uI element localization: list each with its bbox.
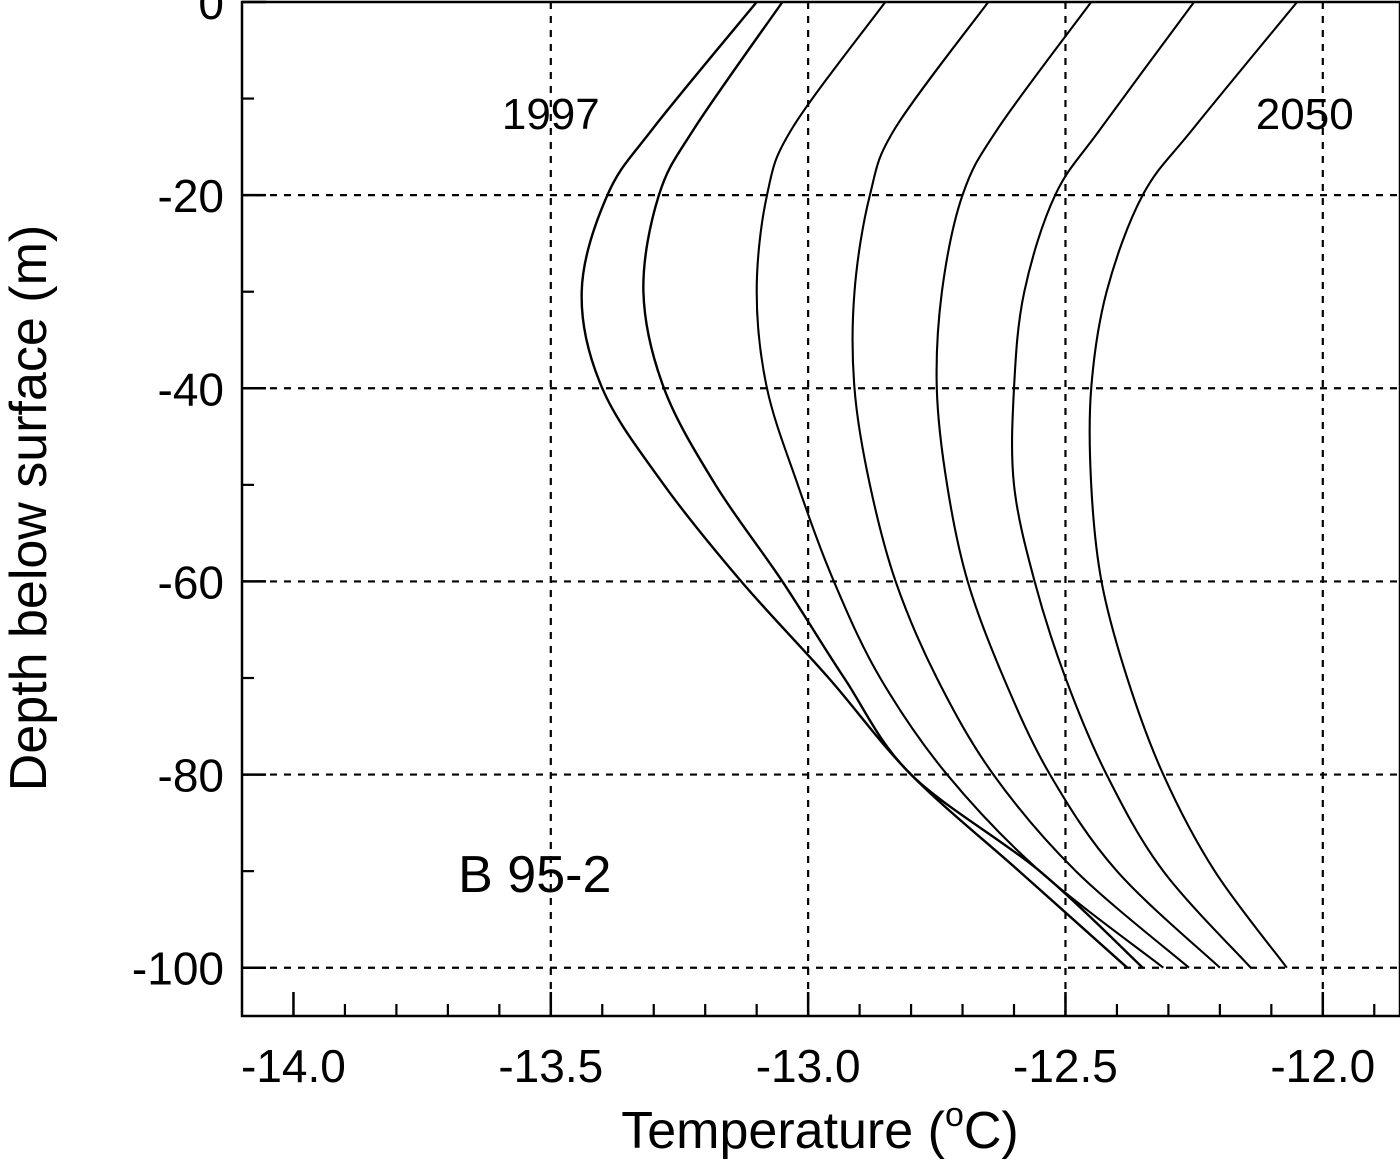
series-line-4	[851, 1, 1190, 969]
series-line-1	[580, 1, 1129, 969]
x-axis-title-tail: C)	[964, 1102, 1019, 1160]
series-line-3	[755, 1, 1164, 969]
y-axis-title: Depth below surface (m)	[0, 225, 58, 791]
x-tick-label: -12.0	[1270, 1040, 1375, 1092]
x-tick-label: -14.0	[241, 1040, 346, 1092]
x-axis-title-main: Temperature (	[621, 1102, 945, 1160]
annotation-label: 2050	[1256, 90, 1354, 139]
x-tick-label: -12.5	[1013, 1040, 1118, 1092]
x-axis-title-sup: o	[945, 1096, 964, 1134]
x-axis-title: Temperature (oC)	[621, 1096, 1018, 1160]
series-line-7	[1088, 1, 1298, 969]
label-layer: -14.0 -13.5 -13.0 -12.5 -12.0 0 -20 -40 -60 -80 -1…	[132, 0, 1375, 1092]
plot-frame	[240, 0, 1400, 1018]
x-tick-label: -13.0	[756, 1040, 861, 1092]
y-tick-label: 0	[198, 0, 224, 29]
y-tick-label: -60	[158, 556, 224, 608]
series-line-2	[642, 1, 1144, 969]
y-tick-label: -40	[158, 363, 224, 415]
series-line-5	[935, 1, 1221, 969]
series-layer	[580, 1, 1298, 969]
x-tick-label: -13.5	[498, 1040, 603, 1092]
y-tick-label: -100	[132, 943, 224, 995]
y-tick-label: -80	[158, 750, 224, 802]
annotation-label: B 95-2	[458, 846, 611, 904]
tick-layer	[242, 0, 1376, 1016]
annotation-label: 1997	[502, 90, 600, 139]
grid-layer	[242, 2, 1400, 1016]
y-tick-label: -20	[158, 170, 224, 222]
series-line-6	[1010, 1, 1252, 969]
